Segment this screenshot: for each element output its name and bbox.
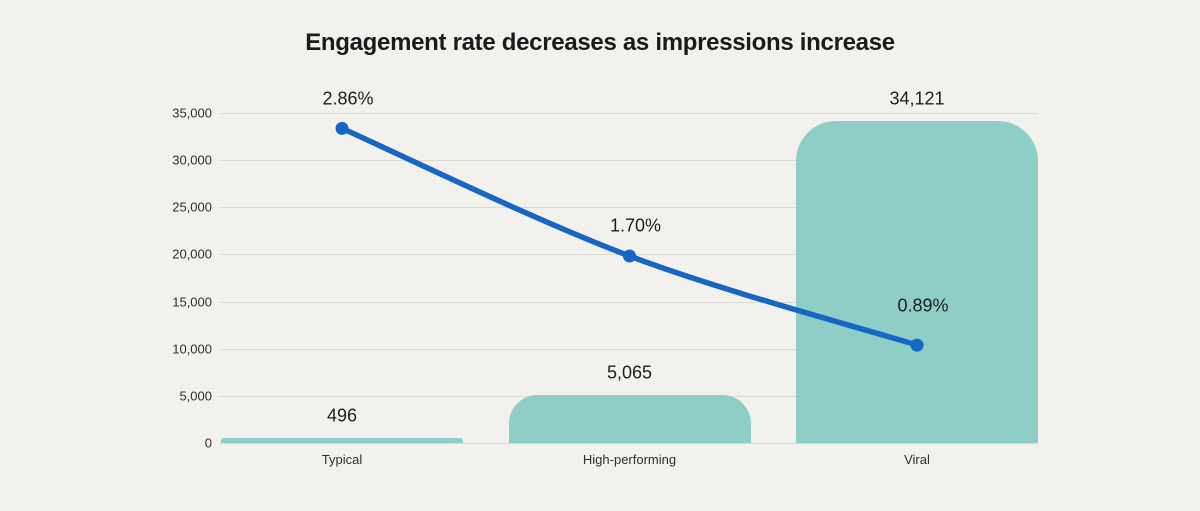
x-axis-tick-label: High-performing xyxy=(582,452,677,467)
y-axis-tick-label: 35,000 xyxy=(172,105,212,121)
line-point-label: 1.70% xyxy=(609,215,662,236)
x-axis-tick-label: Typical xyxy=(321,452,363,467)
y-axis-tick-label: 10,000 xyxy=(172,341,212,357)
bar-value-label: 496 xyxy=(326,405,358,426)
bar-typical xyxy=(221,438,463,443)
bar-value-label: 34,121 xyxy=(889,88,945,109)
line-point-label: 0.89% xyxy=(897,295,949,316)
bar-viral xyxy=(796,121,1038,443)
y-gridline xyxy=(220,113,1038,114)
y-axis-tick-label: 5,000 xyxy=(179,388,212,404)
y-gridline xyxy=(220,348,1038,350)
line-point xyxy=(335,121,349,135)
line-point xyxy=(623,249,636,263)
y-gridline xyxy=(220,443,1038,444)
bar-value-label: 5,065 xyxy=(606,362,653,383)
y-axis-tick-label: 20,000 xyxy=(172,246,212,262)
y-axis-tick-label: 0 xyxy=(204,435,212,451)
bar-high-performing xyxy=(508,395,751,443)
y-axis-tick-label: 30,000 xyxy=(172,152,212,168)
chart-title: Engagement rate decreases as impressions… xyxy=(305,29,895,56)
line-point-label: 2.86% xyxy=(322,88,374,109)
y-axis-tick-label: 15,000 xyxy=(172,294,212,310)
y-axis-tick-label: 25,000 xyxy=(172,199,212,215)
x-axis-tick-label: Viral xyxy=(904,452,930,467)
